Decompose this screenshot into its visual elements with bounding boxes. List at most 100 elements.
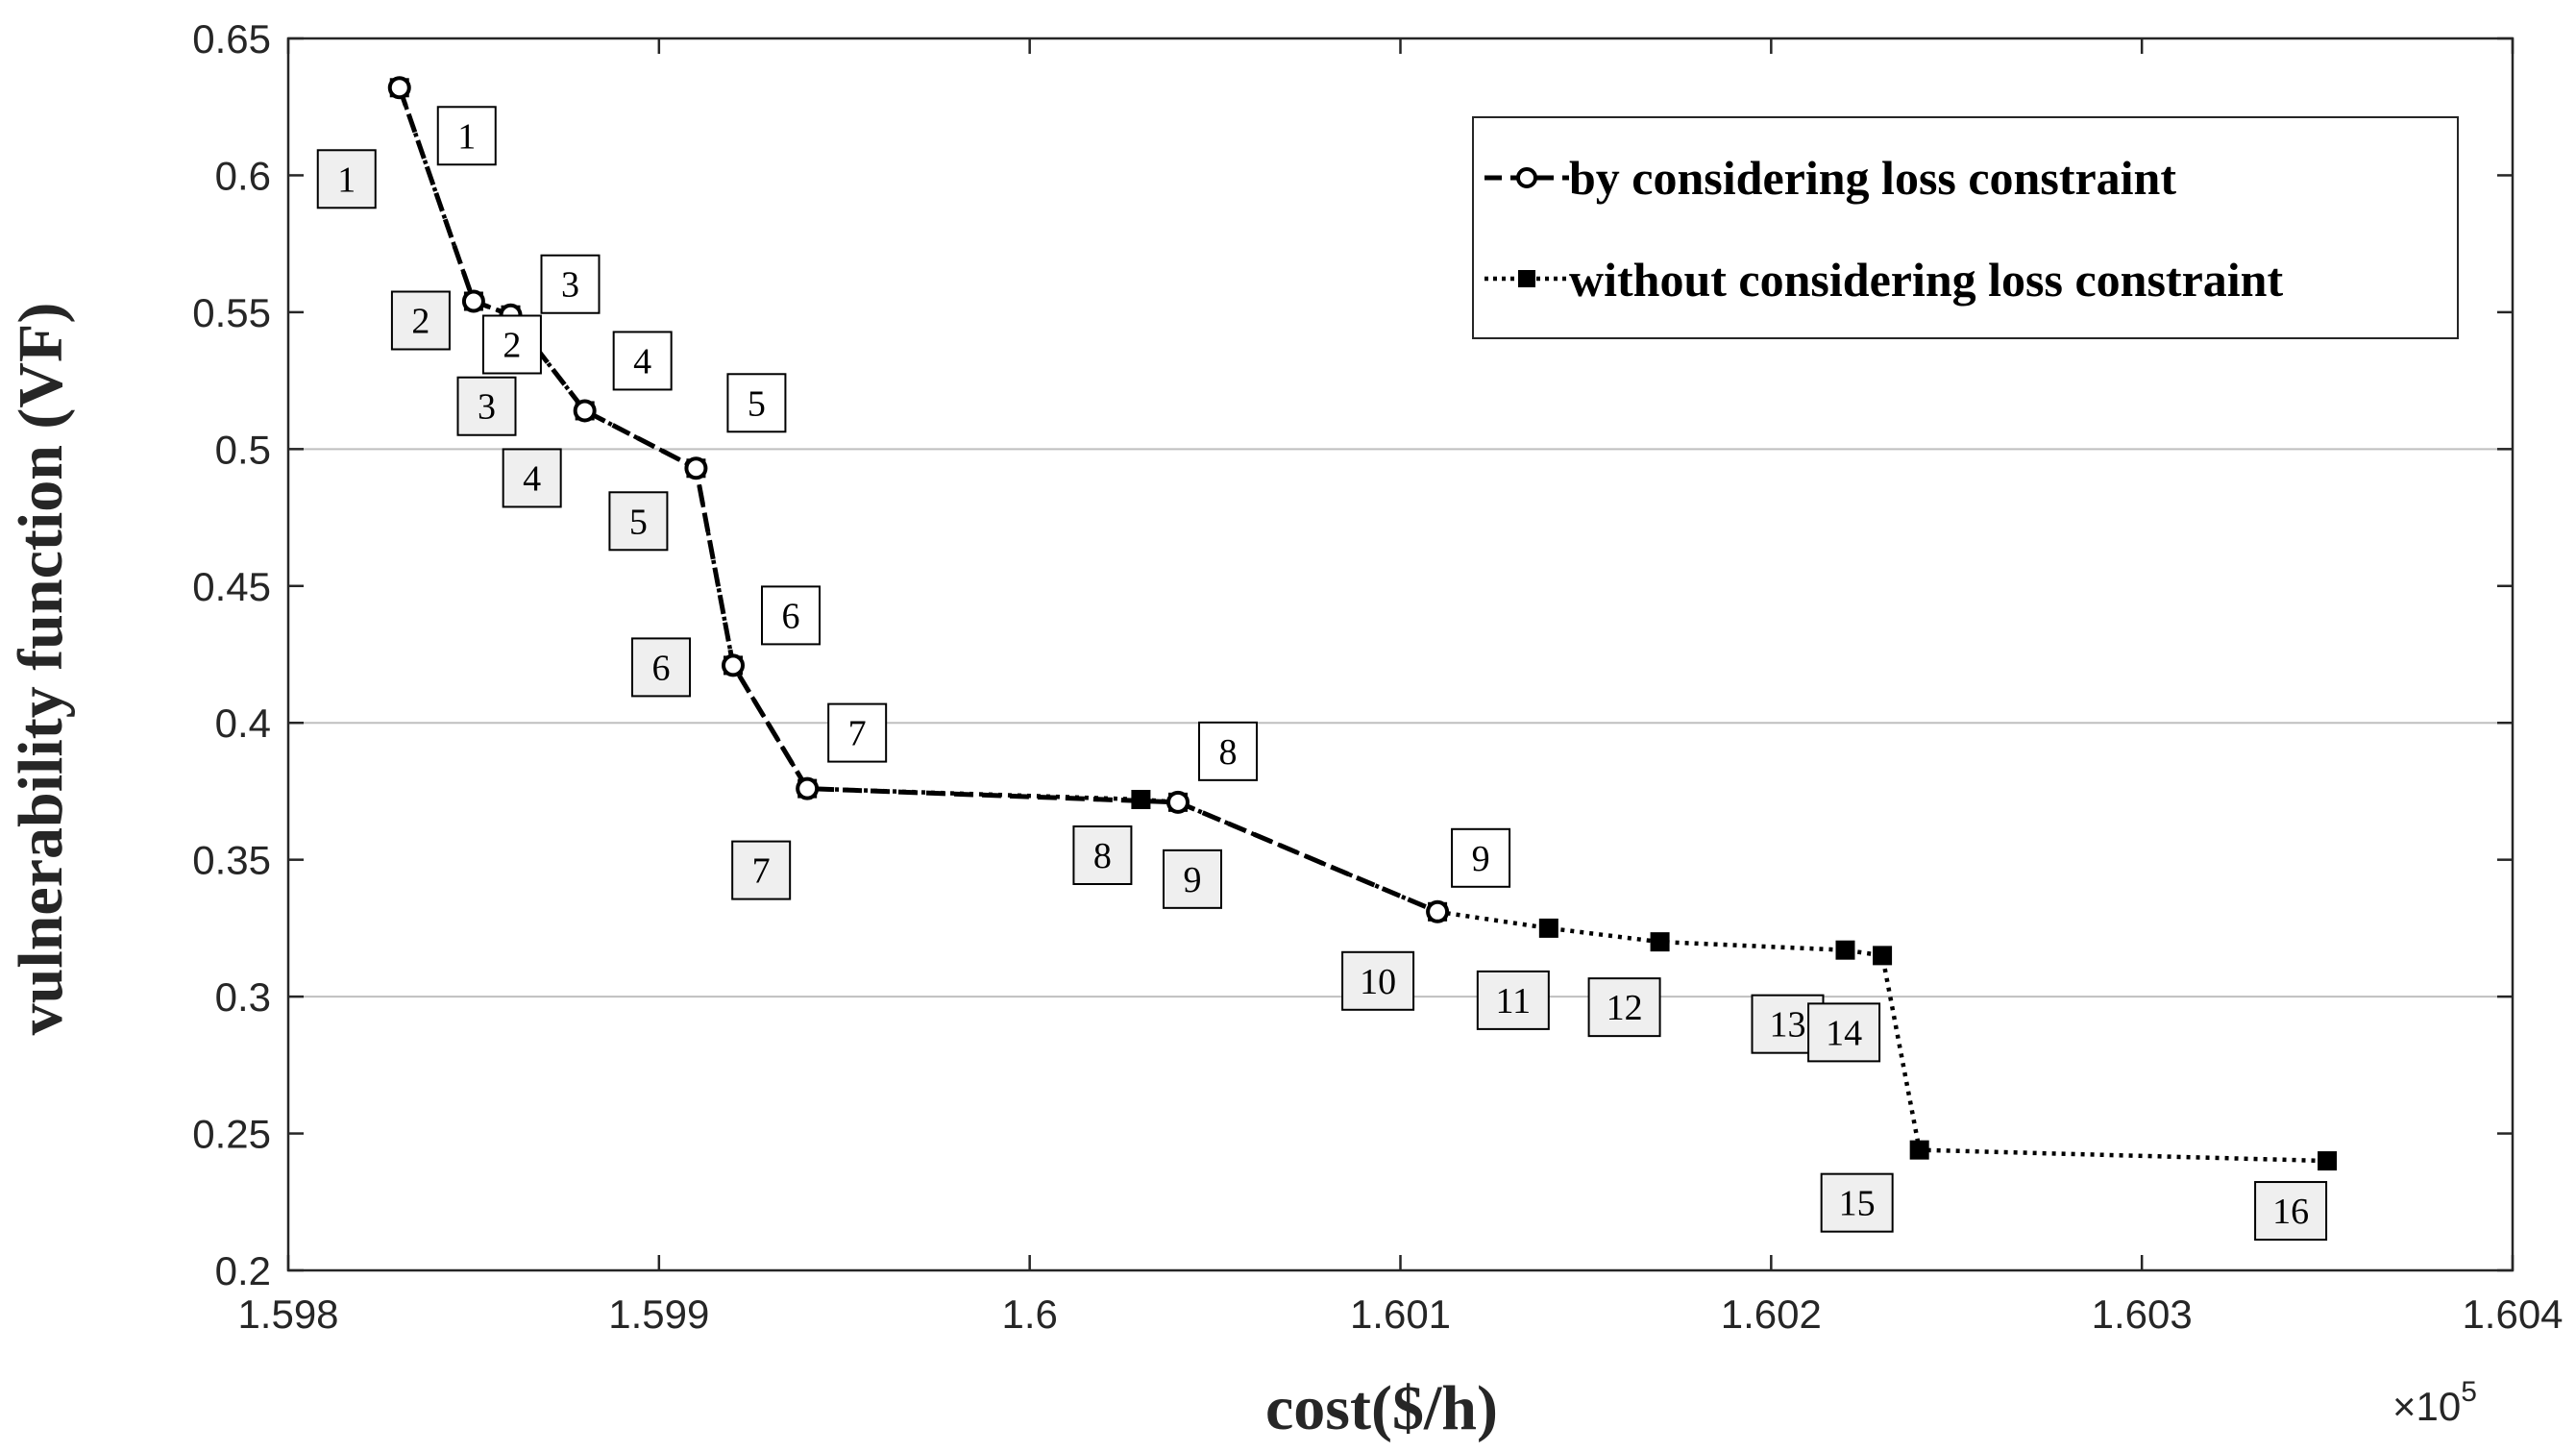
label-without-loss-2: 2 <box>390 290 451 351</box>
y-tick-label: 0.2 <box>215 1248 271 1293</box>
label-without-loss-9: 9 <box>1163 849 1222 909</box>
label-with-loss-5-box <box>726 373 787 433</box>
label-without-loss-8-text: 8 <box>1093 836 1112 876</box>
marker-with-loss-7 <box>796 776 820 800</box>
y-tick-label: 0.5 <box>215 427 271 472</box>
label-with-loss-1-text: 1 <box>457 116 476 157</box>
label-without-loss-12-text: 12 <box>1607 988 1643 1028</box>
label-with-loss-2: 2 <box>481 314 542 375</box>
label-without-loss-6-text: 6 <box>652 648 671 688</box>
marker-with-loss-2 <box>461 289 485 313</box>
marker-with-loss-5 <box>684 456 708 480</box>
label-without-loss-11-text: 11 <box>1496 981 1532 1021</box>
x-tick-label: 1.598 <box>237 1292 338 1337</box>
legend-label-series-1: by considering loss constraint <box>1569 151 2176 205</box>
y-tick-label: 0.4 <box>215 701 271 746</box>
label-without-loss-7-text: 7 <box>752 851 771 892</box>
label-with-loss-1-box <box>436 106 497 166</box>
legend-marker-series-2 <box>1518 270 1535 287</box>
label-without-loss-5-box <box>608 491 669 552</box>
y-tick-label: 0.25 <box>192 1112 271 1157</box>
legend: by considering loss constraint without c… <box>1472 116 2459 339</box>
label-without-loss-6-box <box>631 637 691 698</box>
label-without-loss-14-box <box>1807 1002 1881 1063</box>
label-without-loss-12-box <box>1587 977 1661 1038</box>
label-without-loss-8: 8 <box>1072 824 1133 885</box>
label-without-loss-3-box <box>456 376 517 436</box>
marker-without-loss-13 <box>1835 940 1855 960</box>
label-without-loss-12: 12 <box>1587 977 1661 1038</box>
label-without-loss-3-text: 3 <box>478 387 496 428</box>
label-without-loss-9-box <box>1163 849 1222 909</box>
label-without-loss-1-box <box>316 149 377 209</box>
label-with-loss-7: 7 <box>827 702 888 763</box>
label-with-loss-4-text: 4 <box>633 341 651 381</box>
label-without-loss-13-text: 13 <box>1770 1005 1806 1046</box>
x-axis: 1.598 1.599 1.6 1.601 1.602 1.603 1.604 <box>237 38 2564 1337</box>
label-with-loss-4: 4 <box>612 331 673 391</box>
x-tick-label: 1.603 <box>2092 1292 2193 1337</box>
x-tick-label: 1.602 <box>1721 1292 1822 1337</box>
legend-label-series-2: without considering loss constraint <box>1569 253 2283 307</box>
x-tick-label: 1.604 <box>2462 1292 2563 1337</box>
x-exponent-base: ×10 <box>2392 1384 2461 1429</box>
label-without-loss-4: 4 <box>502 448 562 508</box>
y-tick-label: 0.6 <box>215 153 271 198</box>
marker-with-loss-1 <box>387 76 411 100</box>
label-without-loss-8-box <box>1072 824 1133 885</box>
x-axis-exponent: ×105 <box>2392 1376 2477 1429</box>
x-tick-label: 1.601 <box>1350 1292 1451 1337</box>
label-without-loss-10: 10 <box>1341 950 1415 1011</box>
label-without-loss-10-box <box>1341 950 1415 1011</box>
x-tick-label: 1.599 <box>608 1292 709 1337</box>
label-without-loss-5: 5 <box>608 491 669 552</box>
label-without-loss-10-text: 10 <box>1360 962 1396 1002</box>
label-with-loss-2-text: 2 <box>503 325 521 365</box>
label-without-loss-1-text: 1 <box>337 160 356 200</box>
label-without-loss-14-text: 14 <box>1826 1013 1862 1053</box>
label-with-loss-6-box <box>761 585 821 646</box>
label-without-loss-1: 1 <box>316 149 377 209</box>
marker-without-loss-15 <box>1909 1140 1929 1160</box>
label-with-loss-6-text: 6 <box>782 596 800 636</box>
label-with-loss-9-text: 9 <box>1472 839 1490 879</box>
label-without-loss-11: 11 <box>1476 970 1550 1030</box>
label-without-loss-16: 16 <box>2254 1181 2328 1242</box>
marker-with-loss-6 <box>722 653 745 677</box>
label-with-loss-1: 1 <box>436 106 497 166</box>
y-tick-label: 0.3 <box>215 974 271 1020</box>
label-with-loss-3-text: 3 <box>561 265 579 306</box>
label-with-loss-9: 9 <box>1451 827 1511 888</box>
y-tick-label: 0.55 <box>192 290 271 335</box>
marker-with-loss-4 <box>573 399 597 423</box>
legend-box <box>1472 116 2459 339</box>
y-axis: 0.2 0.25 0.3 0.35 0.4 0.45 0.5 0.55 0.6 0.65 <box>192 16 2513 1293</box>
label-without-loss-16-text: 16 <box>2272 1192 2309 1232</box>
series-markers <box>387 76 2338 1171</box>
legend-marker-series-1 <box>1516 167 1537 188</box>
label-with-loss-4-box <box>612 331 673 391</box>
label-with-loss-7-box <box>827 702 888 763</box>
x-axis-title: cost($/h) <box>1265 1373 1498 1443</box>
label-without-loss-5-text: 5 <box>629 502 648 542</box>
y-tick-label: 0.45 <box>192 564 271 609</box>
label-without-loss-2-text: 2 <box>411 301 429 341</box>
label-with-loss-5: 5 <box>726 373 787 433</box>
label-without-loss-15-text: 15 <box>1839 1184 1876 1224</box>
marker-without-loss-8 <box>1131 789 1151 809</box>
label-without-loss-3: 3 <box>456 376 517 436</box>
marker-without-loss-12 <box>1650 932 1670 952</box>
label-with-loss-6: 6 <box>761 585 821 646</box>
label-without-loss-7: 7 <box>731 840 792 900</box>
y-tick-label: 0.35 <box>192 838 271 883</box>
marker-with-loss-8 <box>1166 790 1190 814</box>
y-axis-title: vulnerability function (VF) <box>6 303 76 1036</box>
label-with-loss-3: 3 <box>540 254 601 314</box>
x-tick-label: 1.6 <box>1001 1292 1057 1337</box>
marker-without-loss-14 <box>1873 946 1893 966</box>
marker-with-loss-9 <box>1426 899 1450 923</box>
label-with-loss-3-box <box>540 254 601 314</box>
label-with-loss-5-text: 5 <box>748 383 766 424</box>
